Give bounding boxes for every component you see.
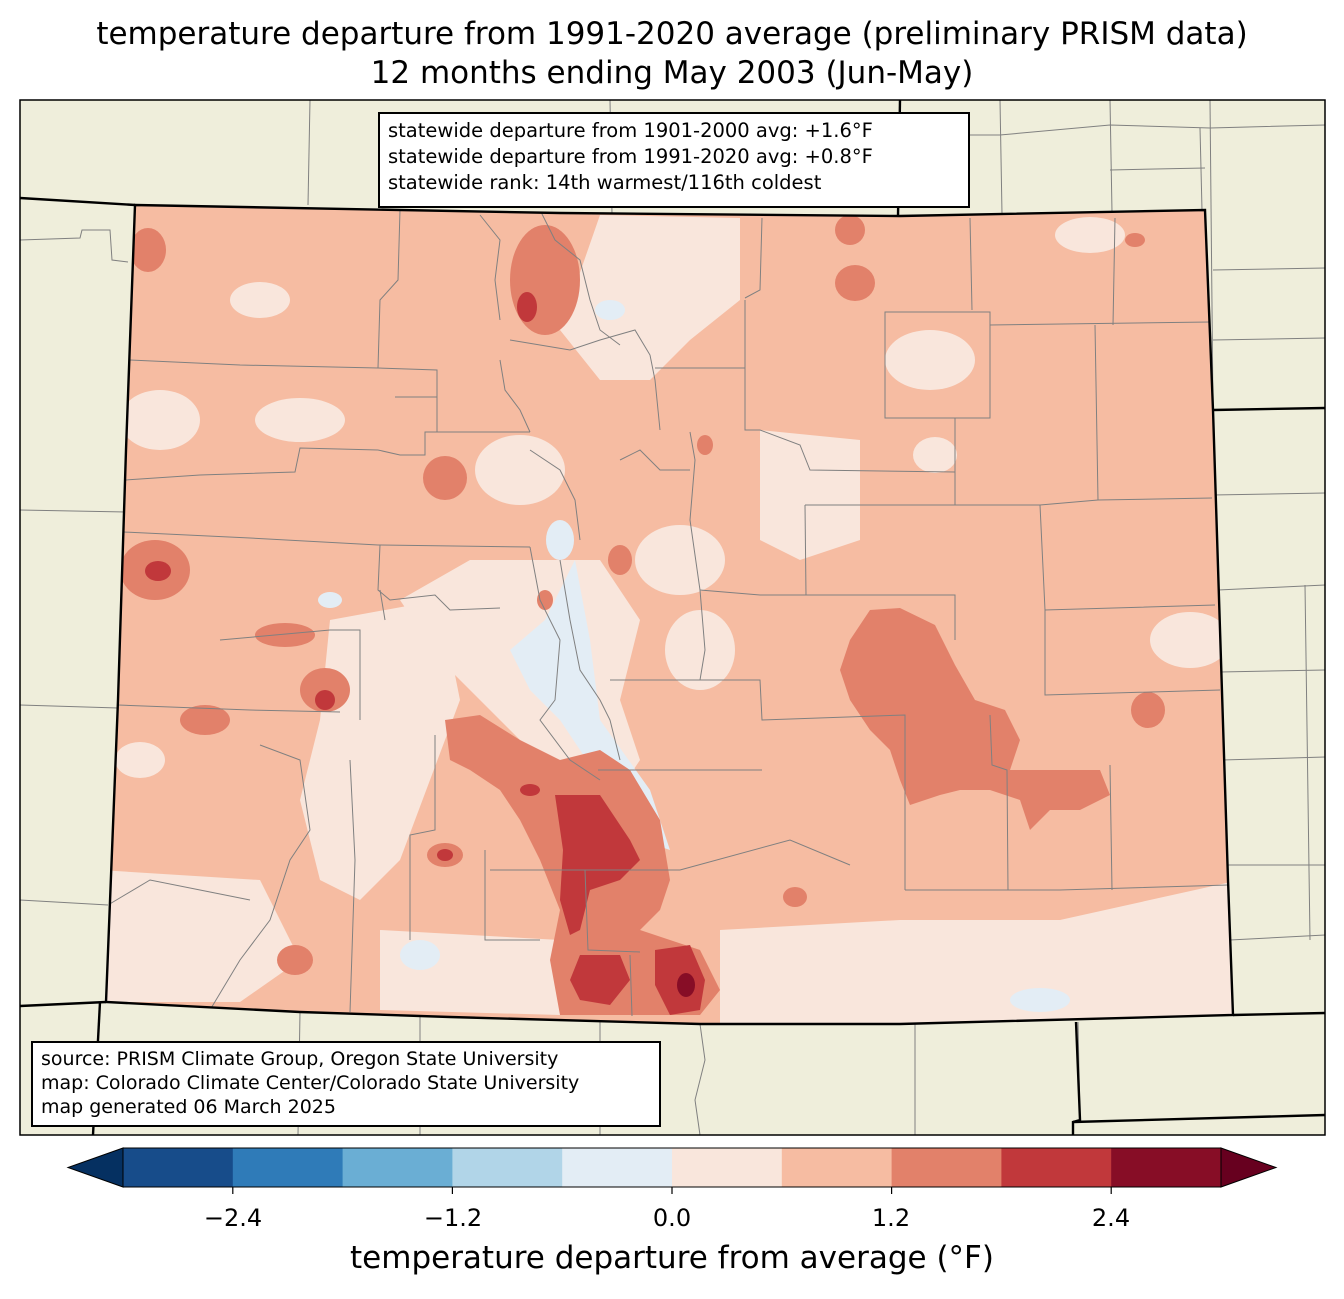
colorbar-tick-label: 2.4 [1091, 1204, 1131, 1232]
stats-line-3: statewide rank: 14th warmest/116th colde… [388, 171, 822, 194]
colorado-border [104, 203, 1235, 1026]
source-line-1: source: PRISM Climate Group, Oregon Stat… [41, 1048, 559, 1070]
colorbar-bin [891, 1148, 1002, 1187]
map-title: temperature departure from 1991-2020 ave… [96, 16, 1248, 52]
neighbor-county-lines [20, 100, 1325, 1135]
stats-line-1: statewide departure from 1901-2000 avg: … [388, 119, 873, 142]
temperature-field [106, 205, 1233, 1024]
colorbar [66, 1147, 1278, 1194]
co-county-lines [107, 209, 1229, 1017]
colorbar-bin [1111, 1148, 1222, 1187]
field-1.8-2.4 [145, 292, 705, 1015]
field-2.4-3.0 [677, 973, 695, 997]
statewide-stats-box: statewide departure from 1901-2000 avg: … [378, 112, 970, 208]
colorbar-under-arrow [66, 1147, 124, 1188]
colorbar-tick-label: −1.2 [423, 1204, 483, 1232]
colorbar-bin [781, 1148, 893, 1187]
colorbar-label: temperature departure from average (°F) [350, 1240, 994, 1276]
stats-line-2: statewide departure from 1991-2020 avg: … [388, 145, 873, 168]
colorbar-tick-label: 0.0 [652, 1204, 692, 1232]
map-subtitle: 12 months ending May 2003 (Jun-May) [370, 55, 974, 91]
colorbar-bin [1001, 1148, 1112, 1187]
colorbar-tick-label: −2.4 [203, 1204, 263, 1232]
colorbar-bin [672, 1148, 783, 1187]
colorbar-bin [452, 1148, 563, 1187]
source-box: source: PRISM Climate Group, Oregon Stat… [31, 1041, 661, 1127]
colorbar-tick-label: 1.2 [871, 1204, 911, 1232]
map-frame [19, 99, 1326, 1136]
colorbar-bin [562, 1148, 673, 1187]
colorbar-bin [232, 1148, 344, 1187]
source-line-2: map: Colorado Climate Center/Colorado St… [41, 1072, 580, 1094]
colorbar-bin [123, 1148, 234, 1187]
colorbar-over-arrow [1220, 1147, 1278, 1188]
source-line-3: map generated 06 March 2025 [41, 1096, 336, 1118]
colorbar-bin [342, 1148, 453, 1187]
